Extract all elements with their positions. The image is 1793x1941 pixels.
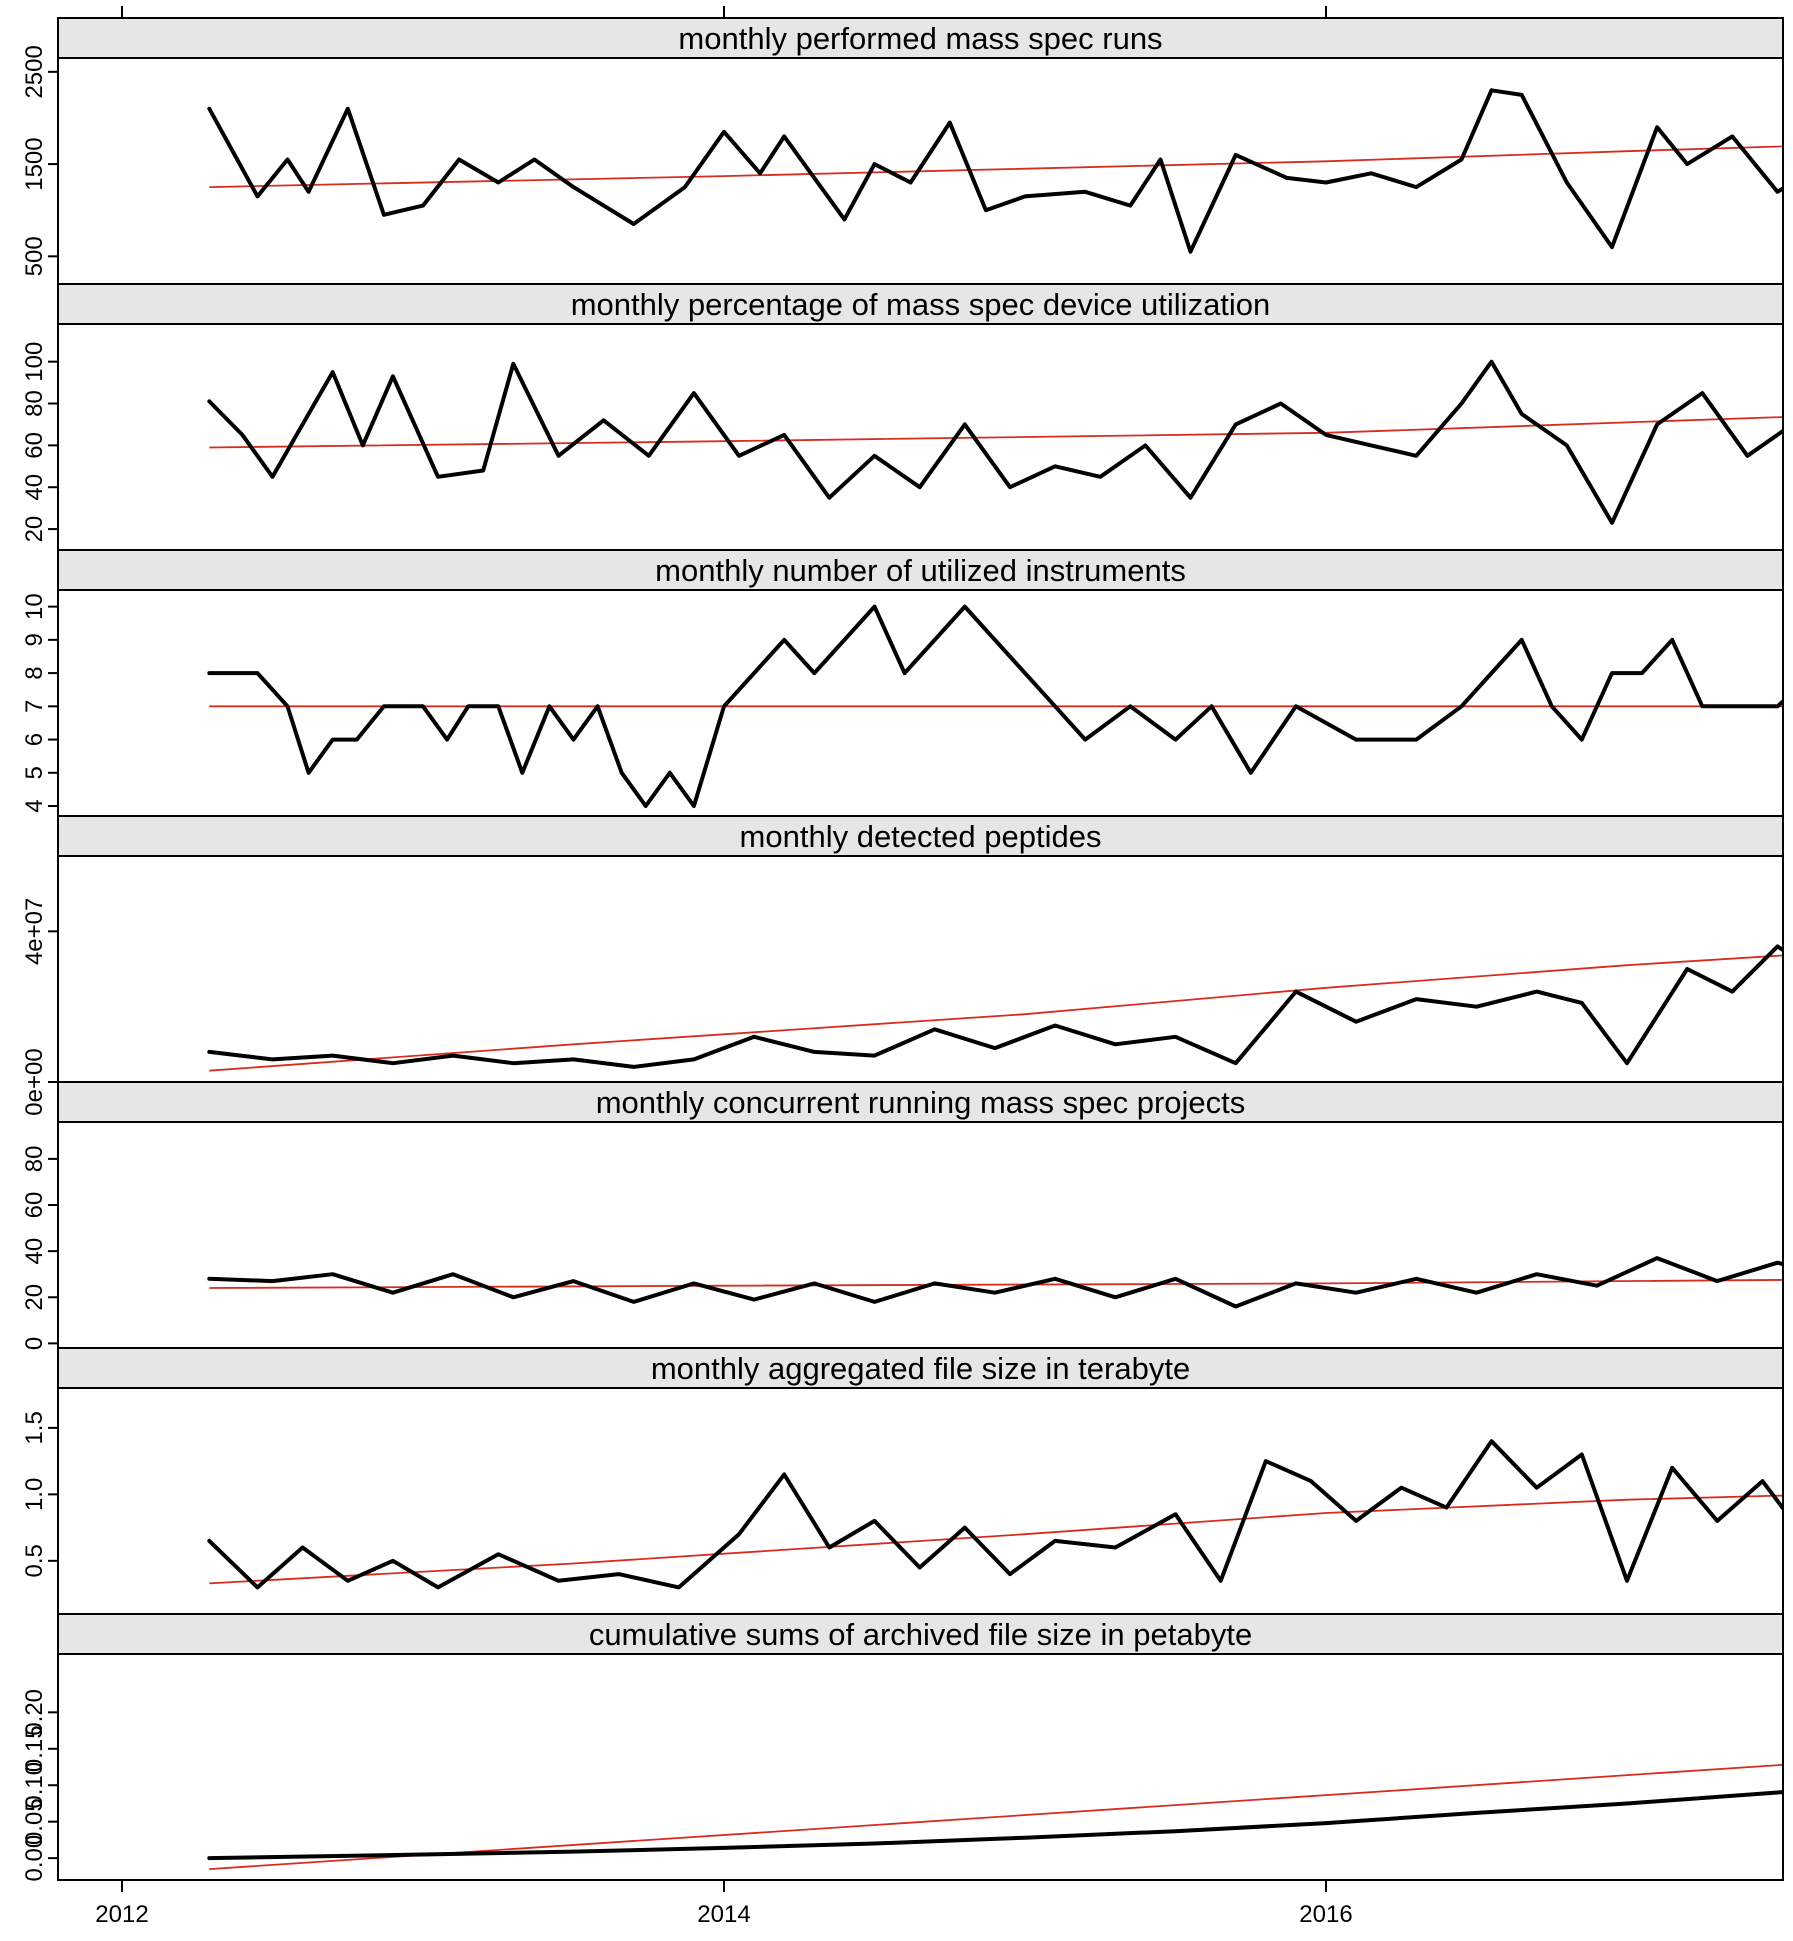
- panel-title: monthly number of utilized instruments: [655, 553, 1186, 588]
- y-tick-label: 0.15: [21, 1725, 48, 1772]
- panel-5: monthly concurrent running mass spec pro…: [21, 1081, 1784, 1350]
- panel-strip: [57, 1081, 1784, 1123]
- trend-line: [209, 416, 1782, 449]
- y-tick-label: 8: [21, 666, 48, 679]
- y-tick-label: 60: [21, 1192, 48, 1219]
- y-tick-label: 80: [21, 390, 48, 417]
- y-tick-label: 80: [21, 1146, 48, 1173]
- plot-frame: [57, 1387, 1784, 1615]
- x-axis: 201220142016201820202022: [95, 6, 1353, 1928]
- x-tick-label: 2014: [697, 1901, 750, 1928]
- plot-frame: [57, 323, 1784, 551]
- y-tick-label: 4e+07: [21, 898, 48, 965]
- plot-frame: [57, 1653, 1784, 1881]
- data-series-line: [207, 1256, 1782, 1309]
- y-tick-label: 100: [21, 342, 48, 382]
- panel-title: monthly aggregated file size in terabyte: [651, 1351, 1190, 1386]
- y-tick-label: 500: [21, 236, 48, 276]
- y-tick-label: 0.00: [21, 1835, 48, 1882]
- y-tick-label: 40: [21, 474, 48, 501]
- y-tick-label: 1.5: [21, 1411, 48, 1444]
- panel-6: monthly aggregated file size in terabyte…: [21, 1347, 1784, 1615]
- plot-frame: [57, 855, 1784, 1083]
- panel-title: monthly detected peptides: [740, 819, 1102, 854]
- plot-frame: [57, 589, 1784, 817]
- trend-line: [209, 954, 1782, 1072]
- trend-line: [209, 1764, 1782, 1870]
- panel-3: monthly number of utilized instruments 4 5…: [21, 549, 1784, 817]
- y-tick-label: 20: [21, 1284, 48, 1311]
- y-tick-label: 60: [21, 432, 48, 459]
- y-tick-label: 7: [21, 700, 48, 713]
- y-tick-label: 0.5: [21, 1544, 48, 1577]
- panel-title: cumulative sums of archived file size in…: [589, 1617, 1252, 1652]
- y-tick-label: 1500: [21, 137, 48, 190]
- panel-title: monthly concurrent running mass spec pro…: [596, 1085, 1246, 1120]
- x-tick-label: 2012: [95, 1901, 148, 1928]
- data-series-line: [207, 944, 1782, 1069]
- x-tick-label: 2016: [1299, 1901, 1352, 1928]
- y-tick-label: 6: [21, 733, 48, 746]
- y-tick-label: 5: [21, 766, 48, 779]
- y-tick-label: 20: [21, 516, 48, 543]
- panel-strip: [57, 283, 1784, 325]
- y-tick-label: 0.10: [21, 1762, 48, 1809]
- y-tick-label: 0.20: [21, 1689, 48, 1736]
- panel-strip: [57, 1347, 1784, 1389]
- panel-7: cumulative sums of archived file size in…: [21, 1613, 1784, 1882]
- panel-2: monthly percentage of mass spec device u…: [21, 283, 1784, 551]
- panels-group: monthly performed mass spec runs 500 1500 2…: [21, 17, 1784, 1882]
- data-series-line: [207, 359, 1782, 525]
- plot-frame: [57, 1121, 1784, 1349]
- panel-title: monthly performed mass spec runs: [678, 21, 1162, 56]
- panel-title: monthly percentage of mass spec device u…: [571, 287, 1271, 322]
- trend-line: [209, 145, 1782, 188]
- data-series-line: [207, 88, 1782, 254]
- y-tick-label: 0: [21, 1337, 48, 1350]
- y-tick-label: 9: [21, 633, 48, 646]
- y-tick-label: 0.05: [21, 1798, 48, 1845]
- data-series-line: [207, 604, 1782, 808]
- y-tick-label: 2500: [21, 45, 48, 98]
- data-series-line: [207, 1439, 1782, 1590]
- data-series-line: [207, 1790, 1782, 1861]
- y-tick-label: 40: [21, 1238, 48, 1265]
- panel-strip: [57, 815, 1784, 857]
- panel-4: monthly detected peptides 0e+00 4e+07: [21, 815, 1784, 1116]
- panel-1: monthly performed mass spec runs 500 1500 2…: [21, 17, 1784, 285]
- panel-strip: [57, 17, 1784, 59]
- y-tick-label: 4: [21, 799, 48, 812]
- y-tick-label: 0e+00: [21, 1048, 48, 1115]
- y-tick-label: 10: [21, 593, 48, 620]
- trend-line: [209, 1494, 1782, 1585]
- y-tick-label: 1.0: [21, 1478, 48, 1511]
